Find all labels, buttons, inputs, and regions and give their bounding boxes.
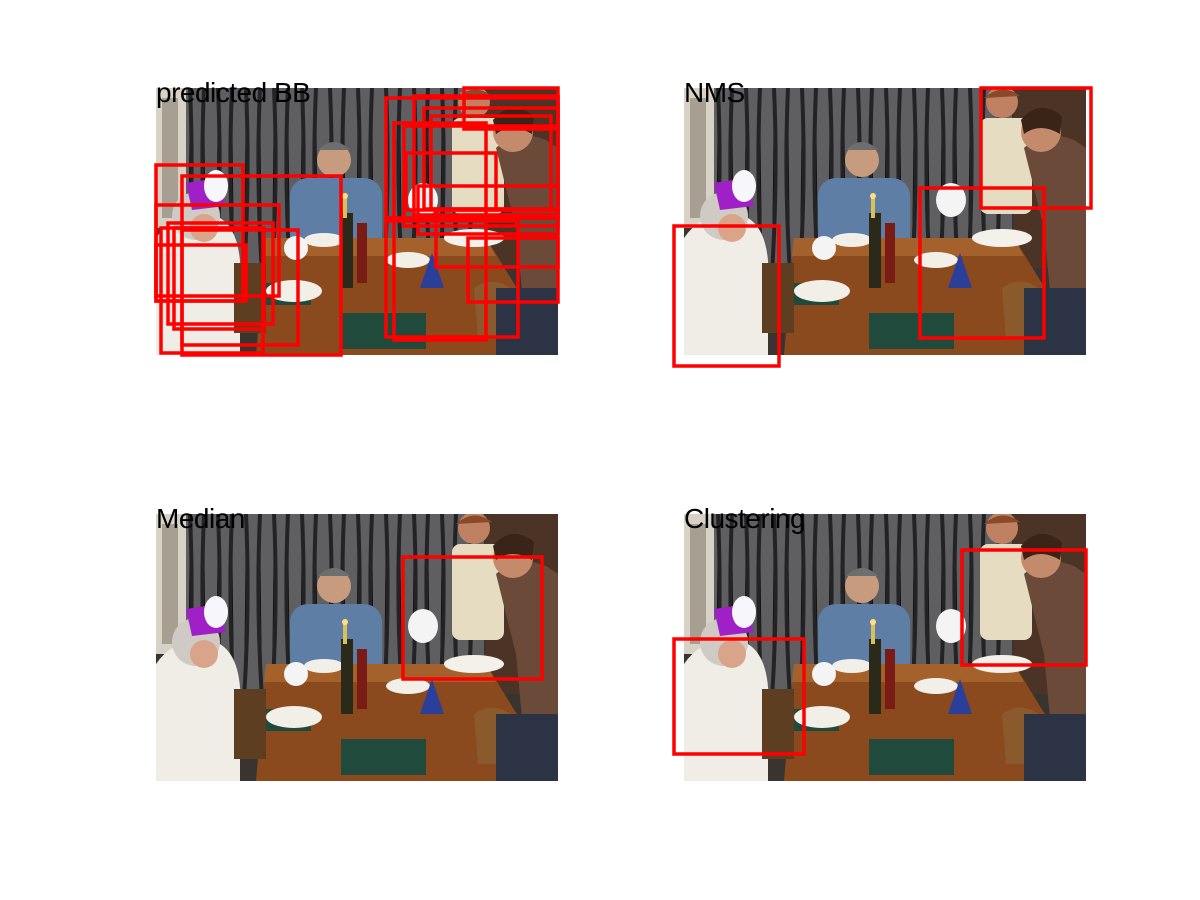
- bbox: [180, 228, 300, 347]
- bounding-boxes: [154, 86, 560, 357]
- panel-predicted-bb: predicted BB: [154, 78, 560, 357]
- bbox: [392, 121, 488, 342]
- bbox: [384, 219, 520, 339]
- panel-title: NMS: [684, 77, 745, 108]
- bounding-boxes: [401, 555, 544, 681]
- bbox: [462, 86, 560, 131]
- bbox: [979, 86, 1093, 210]
- bbox: [960, 548, 1088, 667]
- bbox: [401, 555, 544, 681]
- bbox: [466, 236, 560, 304]
- panel-median: Median: [156, 504, 558, 781]
- bbox: [166, 221, 275, 326]
- bbox: [172, 226, 266, 331]
- bbox: [672, 224, 781, 368]
- panel-clustering: Clustering: [672, 504, 1088, 781]
- bbox: [434, 208, 560, 269]
- panel-title: predicted BB: [156, 77, 311, 108]
- bounding-boxes: [672, 548, 1088, 756]
- panel-nms: NMS: [672, 78, 1093, 368]
- panel-title: Clustering: [684, 503, 806, 534]
- bbox: [918, 186, 1046, 340]
- bounding-boxes: [672, 86, 1093, 368]
- panel-title: Median: [156, 503, 245, 534]
- bbox: [154, 243, 248, 303]
- bbox: [672, 637, 806, 756]
